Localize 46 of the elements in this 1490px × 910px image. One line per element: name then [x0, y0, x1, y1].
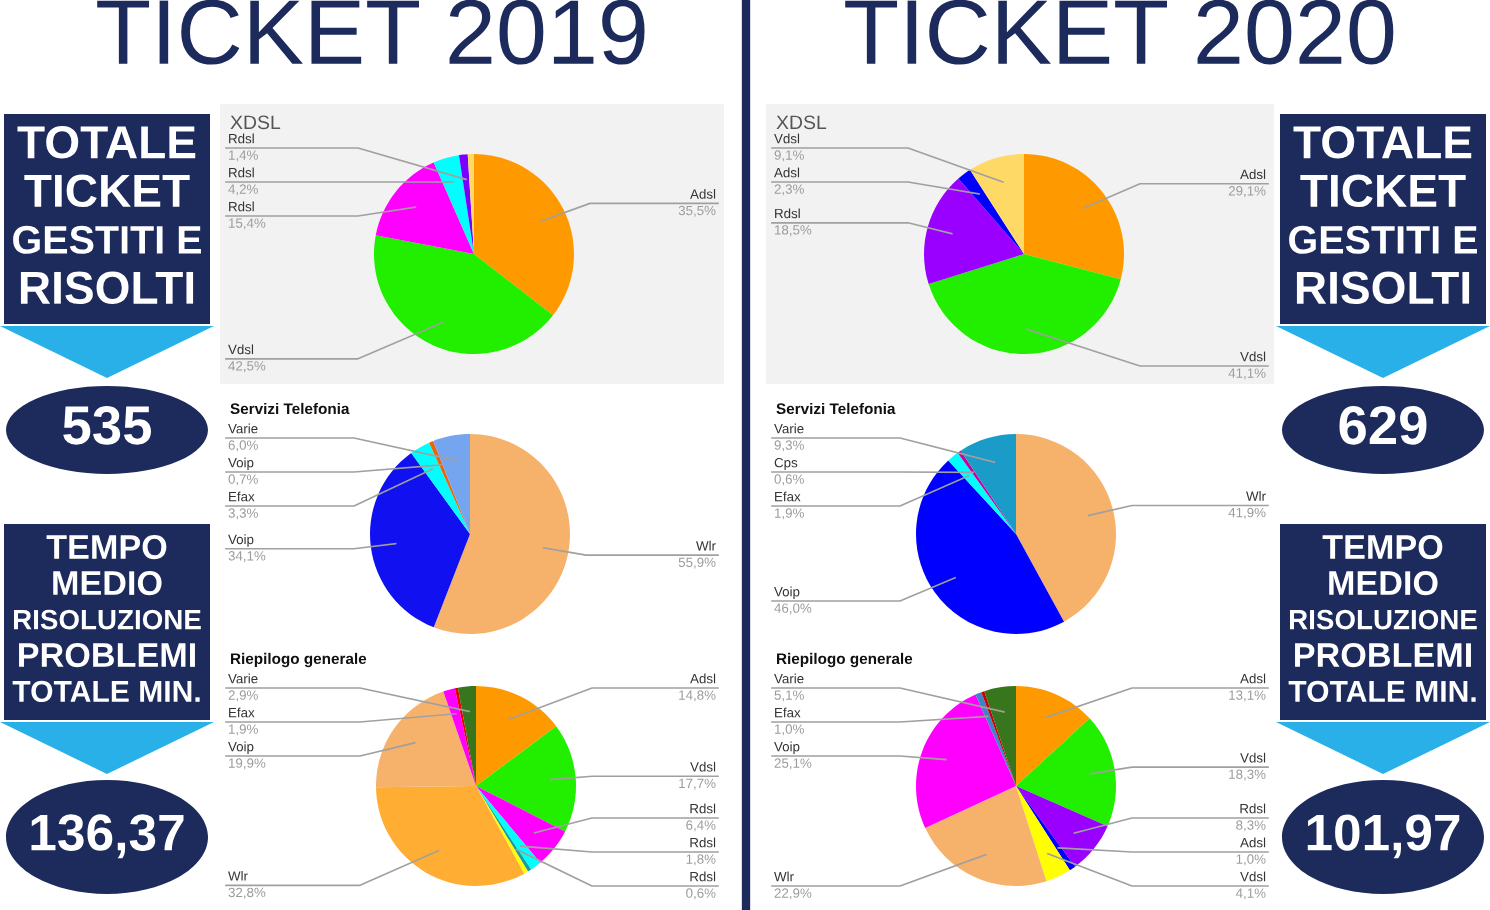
- pie-slice: [443, 688, 476, 786]
- pie-slice: [476, 686, 557, 786]
- pie-slice: [433, 434, 570, 634]
- pie-slice: [376, 691, 476, 788]
- pie-slice: [375, 162, 474, 254]
- text: 629: [1339, 406, 1427, 445]
- chart-title: XDSL: [230, 115, 281, 130]
- pie-slice: [960, 434, 1016, 534]
- pie-slice: [957, 450, 1016, 534]
- pie-slice: [1016, 434, 1116, 622]
- pie-slice: [411, 442, 470, 534]
- pie-slice: [433, 434, 470, 534]
- text: TOTALE TICKET GESTITI E RISOLTI: [1289, 125, 1477, 305]
- pie-slice: [948, 452, 1016, 534]
- pie-slice: [1016, 786, 1108, 867]
- pie-slice: [429, 441, 470, 534]
- chart-title: XDSL: [776, 115, 827, 130]
- pie-slice: [1016, 686, 1090, 786]
- pie-slice: [376, 786, 525, 886]
- pie-slice: [969, 154, 1024, 254]
- pie-slice: [924, 178, 1024, 285]
- pie-slice: [1016, 718, 1116, 827]
- pie-slice: [1016, 786, 1070, 882]
- pie-slice: [370, 453, 470, 628]
- pie-slice: [374, 235, 554, 354]
- text: TOTALE TICKET GESTITI E RISOLTI: [13, 125, 201, 305]
- text: 535: [63, 406, 151, 445]
- pie-slice: [1024, 154, 1124, 280]
- pie-slice: [476, 786, 541, 870]
- pie-slice: [928, 254, 1121, 354]
- pie-slice: [925, 786, 1047, 886]
- pie-slice: [433, 155, 474, 254]
- text: TICKET 2019: [97, 0, 645, 65]
- pie-slice: [458, 154, 474, 254]
- text: 101,97: [1307, 814, 1460, 859]
- pie-slice: [476, 786, 566, 863]
- text: TEMPO MEDIO RISOLUZIONE PROBLEMI TOTALE MIN.: [1288, 534, 1477, 703]
- text: 136,37: [31, 814, 184, 859]
- text: TEMPO MEDIO RISOLUZIONE PROBLEMI TOTALE MIN.: [12, 534, 201, 703]
- text: TICKET 2020: [845, 0, 1394, 65]
- pie-slice: [958, 169, 1024, 254]
- pie-slice: [476, 726, 576, 832]
- pie-slice: [474, 154, 574, 316]
- pie-slice: [916, 694, 1016, 828]
- pie-slice: [916, 460, 1065, 634]
- pie-slice: [1016, 786, 1076, 871]
